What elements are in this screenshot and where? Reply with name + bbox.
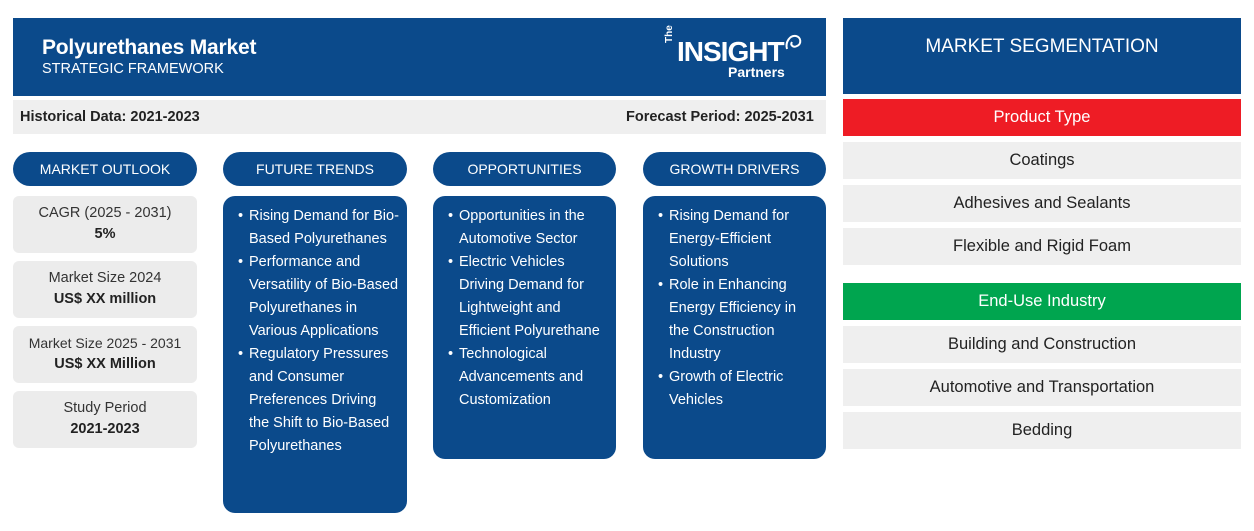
stat-value: US$ XX Million: [54, 356, 156, 372]
segment-item-building-construction: Building and Construction: [843, 326, 1241, 363]
growth-drivers-box: Rising Demand for Energy-Efficient Solut…: [643, 196, 826, 459]
logo-the-text: The: [664, 25, 675, 43]
info-bar: [13, 100, 826, 134]
growth-drivers-header: GROWTH DRIVERS: [643, 152, 826, 186]
logo-insight-text: INSIGHT: [677, 36, 785, 67]
stat-label: CAGR (2025 - 2031): [38, 205, 172, 221]
list-item: Opportunities in the Automotive Sector: [433, 205, 608, 251]
insight-partners-logo: The INSIGHT Partners: [664, 25, 809, 83]
list-item: Performance and Versatility of Bio-Based…: [223, 251, 399, 343]
forecast-period-label: Forecast Period: 2025-2031: [626, 109, 814, 125]
opportunities-box: Opportunities in the Automotive Sector E…: [433, 196, 616, 459]
stat-label: Market Size 2024: [48, 270, 162, 286]
study-period-stat: Study Period 2021-2023: [13, 391, 197, 448]
list-item: Rising Demand for Energy-Efficient Solut…: [643, 205, 818, 274]
stat-value: 5%: [94, 226, 116, 242]
stat-label: Study Period: [63, 400, 147, 416]
logo-partners-text: Partners: [728, 64, 785, 80]
list-item: Technological Advancements and Customiza…: [433, 343, 608, 412]
growth-drivers-list: Rising Demand for Energy-Efficient Solut…: [643, 205, 818, 412]
list-item: Electric Vehicles Driving Demand for Lig…: [433, 251, 608, 343]
list-item: Role in Enhancing Energy Efficiency in t…: [643, 274, 818, 366]
future-trends-list: Rising Demand for Bio-Based Polyurethane…: [223, 205, 399, 458]
segment-item-automotive-transportation: Automotive and Transportation: [843, 369, 1241, 406]
list-item: Growth of Electric Vehicles: [643, 366, 818, 412]
opportunities-header: OPPORTUNITIES: [433, 152, 616, 186]
segment-category-end-use-industry: End-Use Industry: [843, 283, 1241, 320]
future-trends-header: FUTURE TRENDS: [223, 152, 407, 186]
cagr-stat: CAGR (2025 - 2031) 5%: [13, 196, 197, 253]
market-size-2024-stat: Market Size 2024 US$ XX million: [13, 261, 197, 318]
list-item: Rising Demand for Bio-Based Polyurethane…: [223, 205, 399, 251]
page-subtitle: STRATEGIC FRAMEWORK: [42, 61, 224, 77]
market-size-forecast-stat: Market Size 2025 - 2031 US$ XX Million: [13, 326, 197, 383]
title-banner: [13, 18, 826, 96]
opportunities-list: Opportunities in the Automotive Sector E…: [433, 205, 608, 412]
logo-swirl-icon: [785, 34, 802, 50]
segment-category-product-type: Product Type: [843, 99, 1241, 136]
future-trends-box: Rising Demand for Bio-Based Polyurethane…: [223, 196, 407, 513]
stat-value: US$ XX million: [53, 291, 157, 307]
market-outlook-header: MARKET OUTLOOK: [13, 152, 197, 186]
segment-item-bedding: Bedding: [843, 412, 1241, 449]
page-title: Polyurethanes Market: [42, 36, 257, 59]
stat-value: 2021-2023: [70, 421, 140, 437]
historical-data-label: Historical Data: 2021-2023: [20, 109, 200, 125]
segment-item-coatings: Coatings: [843, 142, 1241, 179]
stat-label: Market Size 2025 - 2031: [28, 335, 182, 351]
segment-item-adhesives-sealants: Adhesives and Sealants: [843, 185, 1241, 222]
market-segmentation-header: MARKET SEGMENTATION: [843, 18, 1241, 94]
list-item: Regulatory Pressures and Consumer Prefer…: [223, 343, 399, 458]
segment-item-flexible-rigid-foam: Flexible and Rigid Foam: [843, 228, 1241, 265]
